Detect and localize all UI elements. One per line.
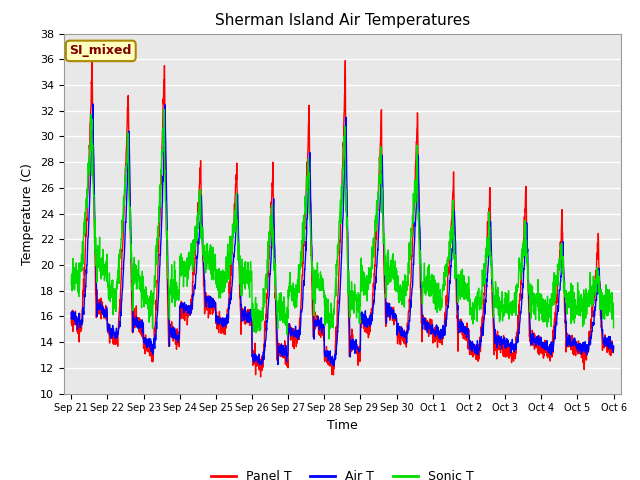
Air T <box>577 343 585 348</box>
Air T <box>500 342 508 348</box>
Panel T <box>219 326 227 332</box>
X-axis label: Time: Time <box>327 419 358 432</box>
Sonic T <box>500 304 508 310</box>
Air T <box>330 363 337 369</box>
Y-axis label: Temperature (C): Temperature (C) <box>22 163 35 264</box>
Air T <box>371 299 378 305</box>
Line: Sonic T: Sonic T <box>71 109 614 339</box>
Sonic T <box>577 291 585 297</box>
Air T <box>219 321 227 327</box>
Air T <box>563 319 570 324</box>
Panel T <box>577 347 585 352</box>
Panel T <box>610 344 618 350</box>
Air T <box>610 343 618 349</box>
Sonic T <box>563 300 570 305</box>
Air T <box>358 315 366 321</box>
Sonic T <box>219 267 227 273</box>
Panel T <box>563 349 570 355</box>
Sonic T <box>325 336 333 342</box>
Air T <box>89 101 97 107</box>
Panel T <box>500 348 508 354</box>
Sonic T <box>371 246 378 252</box>
Panel T <box>371 271 378 277</box>
Sonic T <box>358 284 366 290</box>
Line: Air T: Air T <box>71 104 614 366</box>
Legend: Panel T, Air T, Sonic T: Panel T, Air T, Sonic T <box>206 465 479 480</box>
Line: Panel T: Panel T <box>71 59 614 377</box>
Panel T <box>257 374 264 380</box>
Air T <box>67 316 75 322</box>
Panel T <box>88 56 96 62</box>
Text: SI_mixed: SI_mixed <box>70 44 132 58</box>
Sonic T <box>67 282 75 288</box>
Panel T <box>67 320 75 325</box>
Sonic T <box>610 325 618 331</box>
Panel T <box>358 317 366 323</box>
Title: Sherman Island Air Temperatures: Sherman Island Air Temperatures <box>215 13 470 28</box>
Sonic T <box>161 107 168 112</box>
